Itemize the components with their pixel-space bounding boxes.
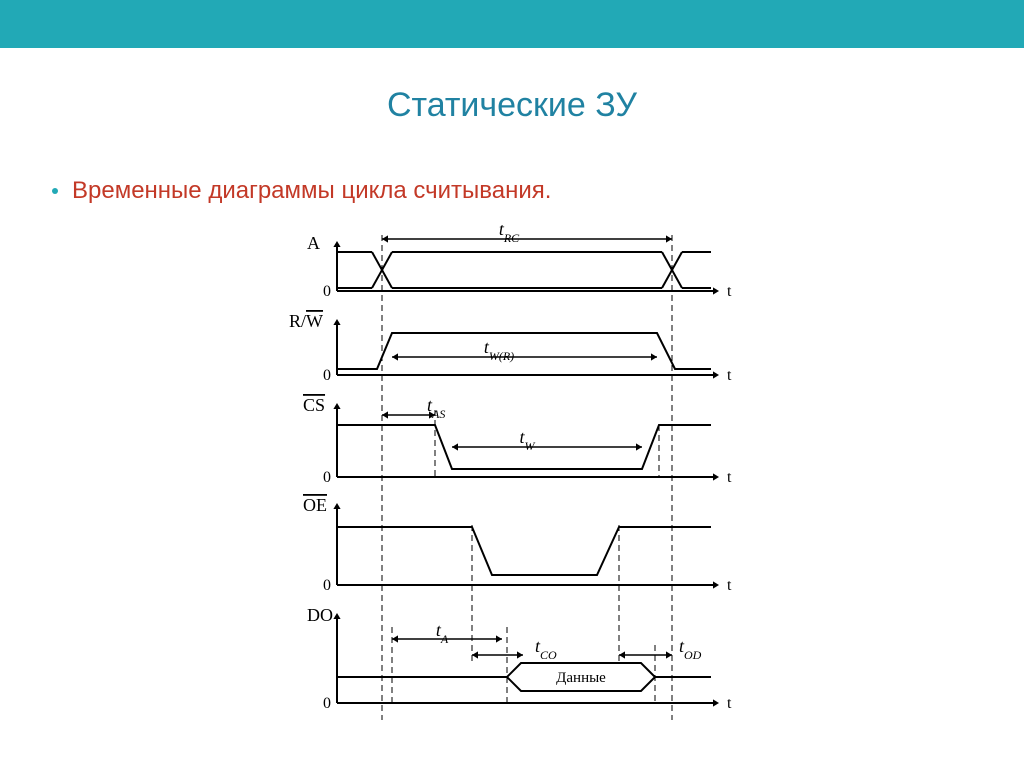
svg-text:A: A: [307, 233, 320, 253]
svg-text:tCO: tCO: [535, 636, 557, 662]
svg-text:tOD: tOD: [679, 636, 702, 662]
svg-text:t: t: [727, 283, 732, 300]
svg-text:CS: CS: [303, 395, 325, 415]
svg-text:R/W: R/W: [289, 311, 323, 331]
svg-text:tW: tW: [519, 427, 535, 453]
bullet-line: Временные диаграммы цикла считывания.: [52, 177, 1024, 205]
svg-text:Данные: Данные: [556, 670, 606, 686]
svg-text:OE: OE: [303, 495, 327, 515]
header-band: [0, 0, 1024, 48]
svg-text:0: 0: [323, 283, 331, 300]
bullet-text: Временные диаграммы цикла считывания.: [72, 177, 551, 205]
svg-text:0: 0: [323, 695, 331, 712]
svg-text:tRC: tRC: [499, 225, 520, 245]
svg-text:DO: DO: [307, 605, 333, 625]
signal-RW: 0 t R/W tW(R): [289, 311, 732, 384]
signal-CS: 0tCStAStW: [303, 395, 732, 486]
svg-text:t: t: [727, 469, 732, 486]
svg-text:tA: tA: [436, 620, 449, 646]
svg-text:t: t: [727, 695, 732, 712]
svg-text:0: 0: [323, 577, 331, 594]
svg-text:t: t: [727, 577, 732, 594]
svg-text:t: t: [727, 367, 732, 384]
svg-text:tW(R): tW(R): [484, 337, 514, 363]
bullet-dot-icon: [52, 188, 58, 194]
svg-text:0: 0: [323, 367, 331, 384]
timing-diagram: 0tAtRC0tR/WtW(R)0tCStAStW0tOE0tDOДанныеt…: [277, 225, 747, 730]
timing-diagram-svg: 0tAtRC0tR/WtW(R)0tCStAStW0tOE0tDOДанныеt…: [277, 225, 747, 725]
signal-OE: 0 t OE: [303, 495, 732, 665]
signal-DO: 0 t DO Данные tA tCO tOD: [307, 605, 732, 712]
signal-A: 0 t AtRC: [307, 225, 732, 300]
svg-text:0: 0: [323, 469, 331, 486]
slide-title: Статические ЗУ: [0, 86, 1024, 125]
